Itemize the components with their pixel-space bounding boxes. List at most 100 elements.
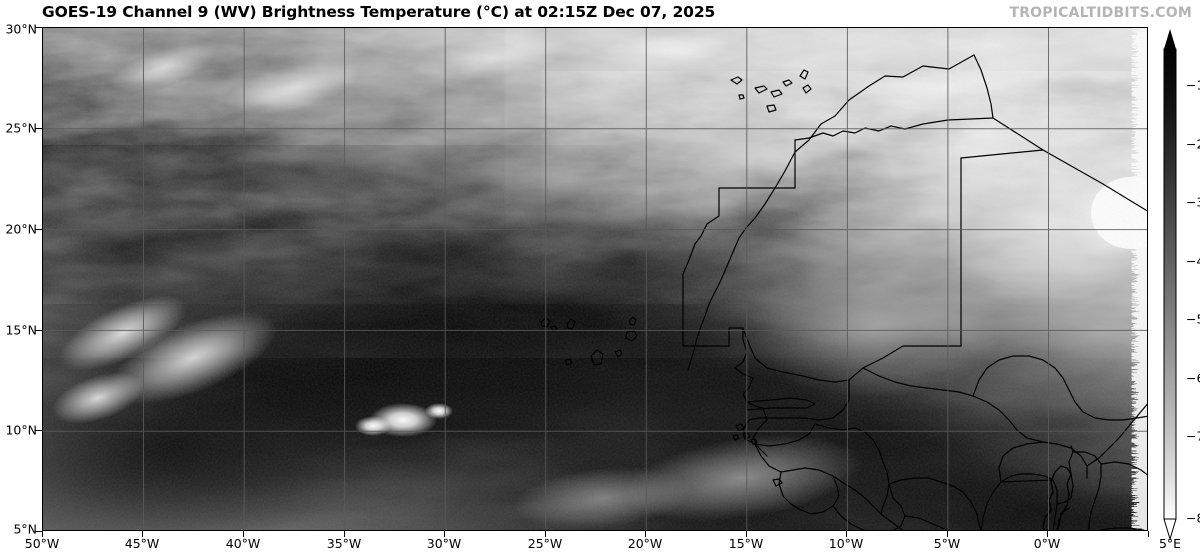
colorbar-label-minus60: −60 [1186, 370, 1200, 386]
cape-verde-island-1 [540, 317, 551, 328]
y-tick-mark [35, 330, 42, 331]
cape-verde-island-8 [564, 358, 573, 366]
morocco-algeria-border [794, 54, 994, 141]
y-tick-mark [35, 229, 42, 230]
colorbar-label-minus80: −80 [1186, 510, 1200, 526]
x-tick-label-0W: 0°W [1033, 536, 1061, 551]
togo-coast [1056, 507, 1070, 530]
western-sahara-border [682, 139, 796, 347]
togo-border [1056, 445, 1074, 505]
niger-burkina-border [1086, 403, 1147, 467]
y-tick-mark [35, 27, 42, 28]
x-tick-label-50W: 50°W [24, 536, 60, 551]
x-tick-mark [545, 531, 546, 537]
colorbar-label-minus20: −20 [1186, 136, 1200, 152]
mali-north-border [960, 149, 1044, 159]
guinea-border [754, 443, 890, 521]
y-tick-mark [35, 128, 42, 129]
x-tick-mark [42, 531, 43, 537]
x-tick-mark [344, 531, 345, 537]
canary-island-1 [754, 85, 768, 94]
canary-island-3 [782, 79, 793, 87]
canary-island-7 [738, 94, 745, 100]
x-tick-label-35W: 35°W [326, 536, 362, 551]
y-tick-label-25N: 25°N [5, 120, 37, 136]
morocco-atlantic-coast [687, 54, 975, 371]
y-tick-mark [35, 531, 42, 532]
bijagos-island-1 [735, 423, 745, 432]
cape-verde-island-7 [614, 349, 623, 358]
x-tick-mark [1148, 531, 1149, 537]
map-plot-area[interactable] [42, 27, 1148, 531]
sensor-noise [43, 28, 1147, 530]
colorbar-bar [1164, 49, 1176, 519]
satellite-imagery [43, 28, 1147, 530]
x-tick-label-30W: 30°W [426, 536, 462, 551]
x-tick-label-10W: 10°W [828, 536, 864, 551]
y-tick-label-20N: 20°N [5, 221, 37, 237]
bijagos-island-3 [732, 434, 740, 441]
graticule [43, 28, 1147, 530]
ghana-north-border [1000, 479, 1054, 483]
sherbro-island [772, 478, 783, 487]
x-tick-label-15W: 15°W [728, 536, 764, 551]
cape-verde-island-6 [590, 349, 604, 366]
x-tick-mark [142, 531, 143, 537]
x-tick-label-5W: 5°W [933, 536, 961, 551]
colorbar-label-minus50: −50 [1186, 311, 1200, 327]
y-tick-label-30N: 30°N [5, 21, 37, 37]
coastlines-and-borders [540, 54, 1147, 530]
colorbar-label-minus40: −40 [1186, 253, 1200, 269]
watermark-label: TROPICALTIDBITS.COM [1009, 5, 1192, 21]
x-tick-mark [645, 531, 646, 537]
canary-island-4 [766, 104, 777, 113]
y-tick-mark [35, 430, 42, 431]
sierra-leone-border [778, 471, 840, 515]
nigeria-border [1097, 461, 1147, 530]
madeira-island [730, 76, 743, 85]
mali-south-border [862, 367, 1044, 443]
colorbar-label-minus10: −10 [1186, 77, 1200, 93]
mauritania-senegal-border [742, 327, 864, 383]
colorbar[interactable] [1152, 27, 1200, 542]
canary-island-5 [799, 69, 809, 80]
mauritania-algeria-border [992, 117, 1147, 212]
lake-volta [1042, 465, 1072, 530]
colorbar-gradient [1163, 29, 1177, 541]
x-tick-label-20W: 20°W [627, 536, 663, 551]
header-bar: GOES-19 Channel 9 (WV) Brightness Temper… [0, 0, 1200, 27]
bijagos-island-4 [750, 438, 758, 445]
y-tick-label-10N: 10°N [5, 422, 37, 438]
ghana-border [980, 473, 1058, 530]
x-tick-mark [243, 531, 244, 537]
senegal-south-border [748, 379, 850, 421]
x-tick-mark [1047, 531, 1048, 537]
gambia-border [746, 397, 816, 411]
x-tick-mark [444, 531, 445, 537]
x-tick-mark [746, 531, 747, 537]
canary-island-2 [770, 89, 783, 98]
colorbar-extend-top [1164, 29, 1176, 49]
colorbar-label-minus70: −70 [1186, 428, 1200, 444]
x-tick-mark [947, 531, 948, 537]
x-tick-label-45W: 45°W [124, 536, 160, 551]
x-tick-label-25W: 25°W [527, 536, 563, 551]
canary-island-6 [802, 84, 812, 94]
page-title: GOES-19 Channel 9 (WV) Brightness Temper… [42, 3, 716, 21]
ivory-coast-border [888, 477, 982, 530]
colorbar-extend-bottom [1163, 518, 1177, 541]
cape-verde-island-3 [566, 318, 576, 330]
x-tick-mark [846, 531, 847, 537]
guinea-east-border [814, 423, 890, 515]
x-tick-label-40W: 40°W [225, 536, 261, 551]
y-tick-label-15N: 15°N [5, 322, 37, 338]
mauritania-mali-border [862, 157, 962, 369]
colorbar-label-minus30: −30 [1186, 194, 1200, 210]
cape-verde-island-5 [625, 330, 638, 342]
x-tick-label-5E: 5°E [1158, 536, 1182, 551]
niger-mali-border [972, 355, 1147, 421]
y-tick-label-5N: 5°N [13, 521, 37, 537]
cape-verde-island-4 [628, 316, 637, 326]
benin-border [1072, 451, 1102, 530]
